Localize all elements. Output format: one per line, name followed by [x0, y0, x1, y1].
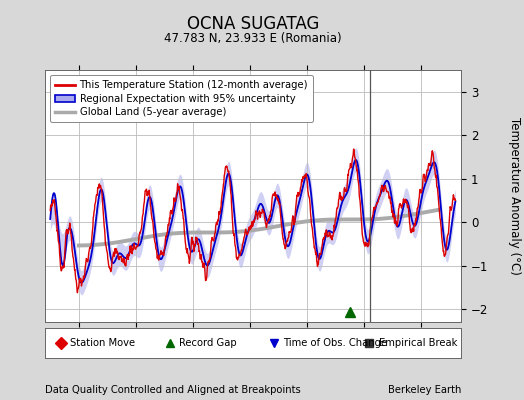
- Text: Berkeley Earth: Berkeley Earth: [388, 385, 461, 395]
- Text: Station Move: Station Move: [70, 338, 136, 348]
- Text: 47.783 N, 23.933 E (Romania): 47.783 N, 23.933 E (Romania): [165, 32, 342, 45]
- Text: Time of Obs. Change: Time of Obs. Change: [283, 338, 387, 348]
- Text: OCNA SUGATAG: OCNA SUGATAG: [187, 15, 319, 33]
- Legend: This Temperature Station (12-month average), Regional Expectation with 95% uncer: This Temperature Station (12-month avera…: [50, 75, 313, 122]
- Y-axis label: Temperature Anomaly (°C): Temperature Anomaly (°C): [508, 117, 521, 275]
- Text: Record Gap: Record Gap: [179, 338, 236, 348]
- Text: Data Quality Controlled and Aligned at Breakpoints: Data Quality Controlled and Aligned at B…: [45, 385, 300, 395]
- Text: Empirical Break: Empirical Break: [379, 338, 457, 348]
